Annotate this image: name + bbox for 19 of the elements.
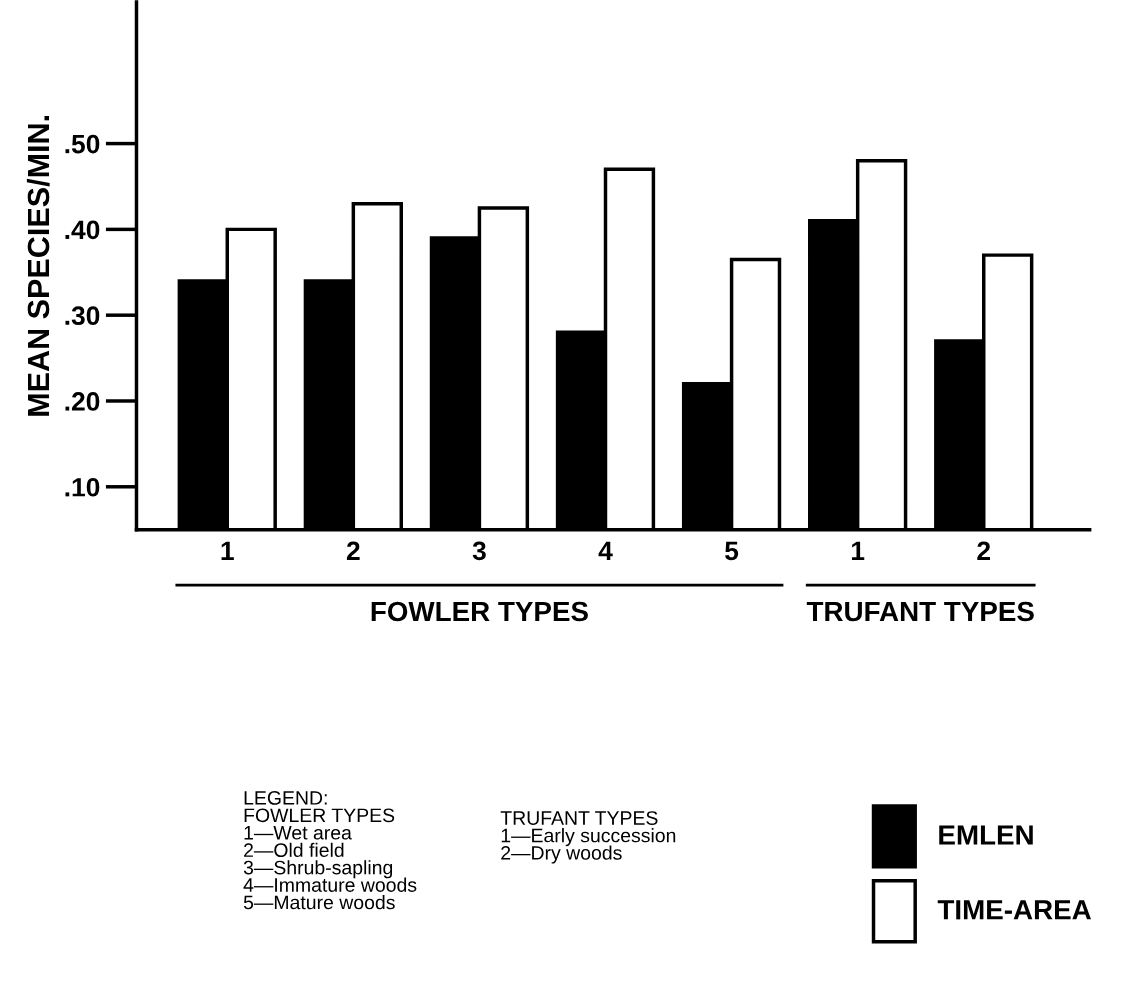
y-tick-label: .30: [65, 306, 100, 326]
x-tick-label: 2: [346, 541, 360, 560]
legend-label: TIME-AREA: [937, 900, 1091, 920]
legend-label: EMLEN: [939, 825, 1033, 845]
y-axis-title: MEAN SPECIES/MIN.: [26, 116, 50, 416]
y-tick-label: .50: [65, 134, 100, 154]
y-tick-label: .40: [65, 220, 100, 240]
y-tick-label: .10: [65, 477, 100, 497]
text: TRUFANT TYPES: [806, 601, 1034, 622]
x-tick-label: 1: [851, 541, 865, 560]
text: TRUFANT TYPES 1—Early succession 2—Dry woods: [500, 811, 676, 864]
x-tick-label: 2: [977, 541, 991, 560]
x-tick-label: 5: [725, 541, 739, 561]
text: LEGEND: FOWLER TYPES 1—Wet area 2—Old field 3—Shrub-sapling 4—Immature woods 5—Mature woods: [243, 791, 417, 910]
x-tick-label: 3: [472, 541, 486, 561]
x-tick-label: 4: [598, 541, 613, 560]
x-tick-label: 1: [221, 541, 234, 560]
text: FOWLER TYPES: [371, 601, 588, 622]
y-tick-label: .20: [65, 392, 100, 411]
